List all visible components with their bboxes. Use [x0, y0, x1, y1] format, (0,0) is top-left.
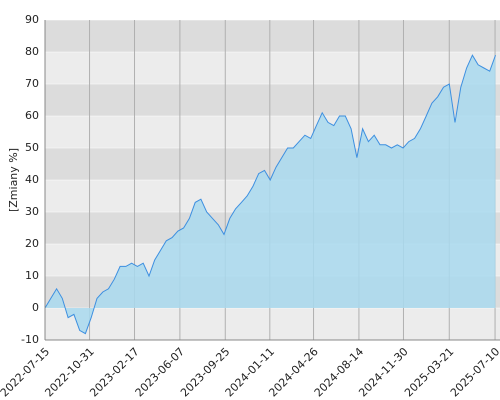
y-tick-label: 60	[25, 109, 39, 122]
y-tick-label: 30	[25, 205, 39, 218]
x-tick-label: 2025-07-10	[448, 345, 500, 399]
y-tick-label: 70	[25, 77, 39, 90]
grid-band	[45, 308, 500, 340]
grid-band	[45, 84, 500, 116]
y-axis-label: [Zmiany %]	[7, 148, 20, 212]
y-tick-label: 90	[25, 13, 39, 26]
area	[45, 55, 496, 334]
y-tick-label: 10	[25, 269, 39, 282]
grid-band	[45, 52, 500, 84]
y-tick-label: 0	[32, 301, 39, 314]
y-tick-label: 50	[25, 141, 39, 154]
line	[44, 54, 496, 335]
y-tick-label: -10	[21, 333, 39, 346]
y-tick-label: 40	[25, 173, 39, 186]
grid-band	[45, 20, 500, 52]
y-tick-label: 80	[25, 45, 39, 58]
y-tick-label: 20	[25, 237, 39, 250]
